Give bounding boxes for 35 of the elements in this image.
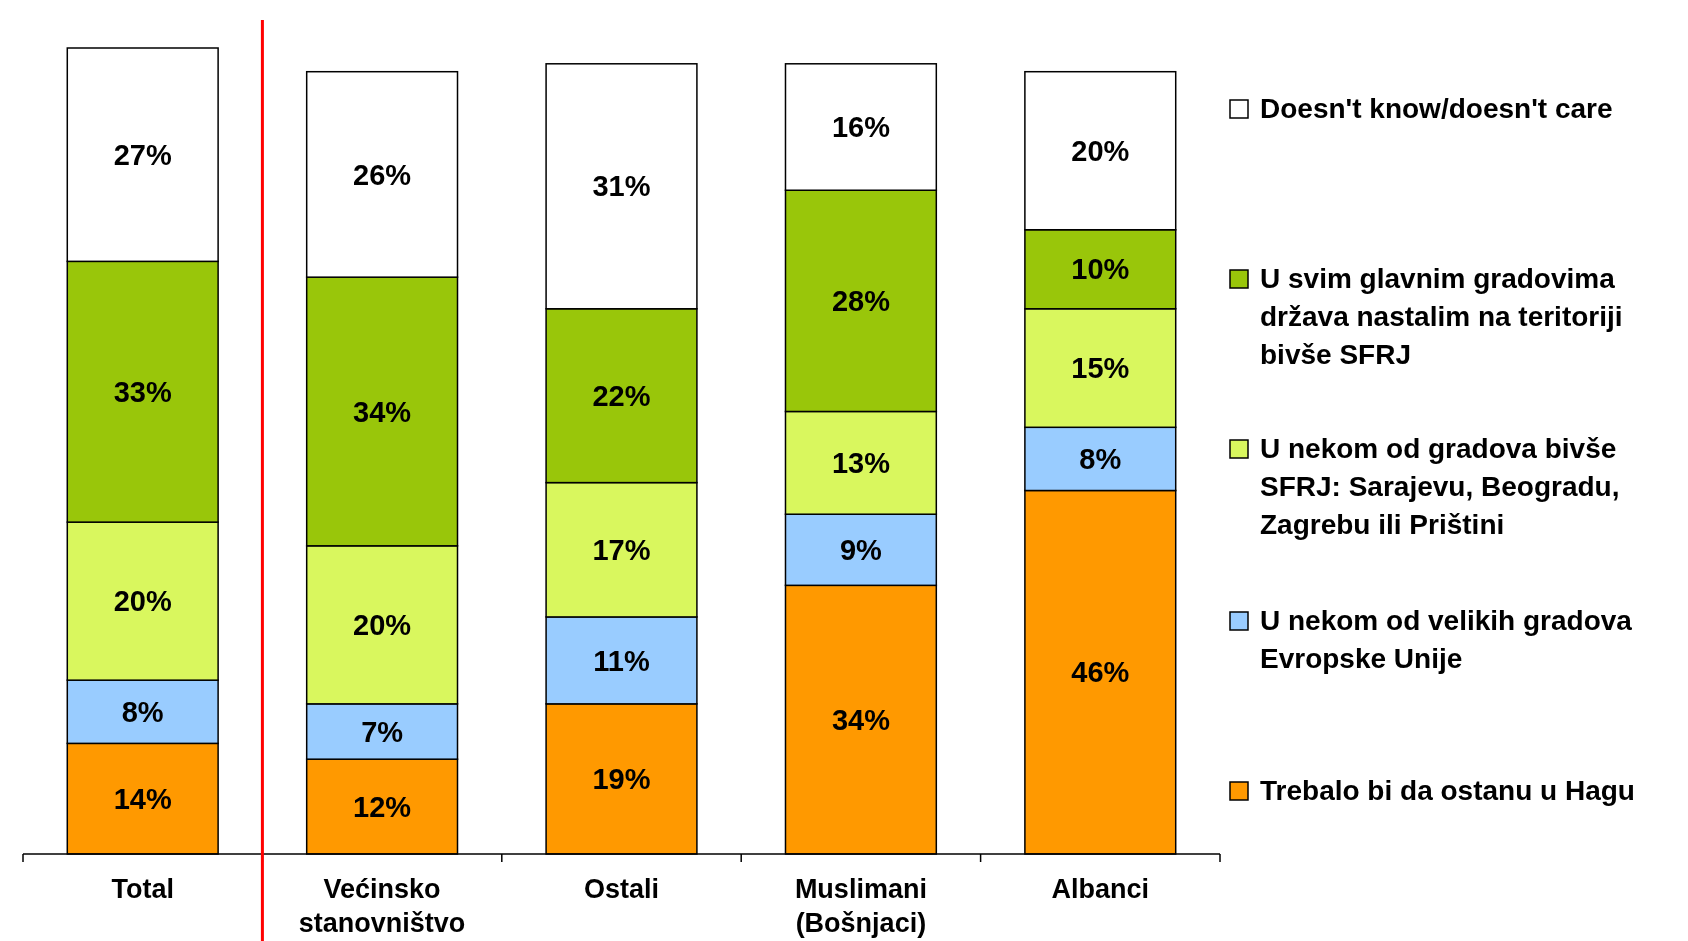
data-label: 13% bbox=[831, 447, 891, 479]
data-label: 33% bbox=[113, 375, 172, 408]
data-label: 8% bbox=[121, 695, 164, 728]
data-label: 22% bbox=[592, 379, 651, 412]
x-tick-label: Total bbox=[111, 874, 174, 904]
data-label: 27% bbox=[113, 138, 172, 171]
data-label: 12% bbox=[353, 790, 412, 823]
data-label: 15% bbox=[1071, 352, 1130, 385]
data-label: 46% bbox=[1071, 656, 1130, 689]
legend-label: Doesn't know/doesn't care bbox=[1260, 93, 1613, 124]
data-label: 26% bbox=[353, 158, 412, 191]
data-label: 16% bbox=[831, 111, 891, 144]
data-label: 20% bbox=[353, 608, 412, 641]
data-label: 8% bbox=[1079, 443, 1122, 476]
data-label: 34% bbox=[353, 395, 412, 428]
legend-label: U nekom od velikih gradova Evropske Unije bbox=[1260, 605, 1633, 674]
data-label: 7% bbox=[361, 715, 404, 748]
data-label: 20% bbox=[1071, 134, 1130, 167]
data-label: 9% bbox=[839, 533, 883, 566]
data-label: 17% bbox=[592, 533, 651, 566]
data-label: 20% bbox=[113, 585, 172, 618]
data-label: 11% bbox=[593, 644, 650, 677]
x-tick-label: Većinsko stanovništvo bbox=[298, 874, 466, 938]
x-tick-label: Muslimani (Bošnjaci) bbox=[794, 874, 927, 938]
legend-label: U nekom od gradova bivše SFRJ: Sarajevu, Beogradu, Zagrebu ili Prištini bbox=[1260, 433, 1620, 540]
legend-label: U svim glavnim gradovima država nastalim na teritoriji bivše SFRJ bbox=[1260, 263, 1623, 370]
x-tick-label: Albanci bbox=[1051, 874, 1150, 904]
data-label: 10% bbox=[1071, 253, 1130, 286]
data-label: 28% bbox=[831, 285, 891, 318]
data-label: 19% bbox=[592, 763, 651, 796]
legend-label: Trebalo bi da ostanu u Hagu bbox=[1260, 775, 1635, 806]
data-label: 34% bbox=[831, 703, 891, 736]
data-label: 31% bbox=[592, 170, 651, 203]
data-label: 14% bbox=[113, 782, 172, 815]
x-tick-label: Ostali bbox=[583, 874, 660, 904]
